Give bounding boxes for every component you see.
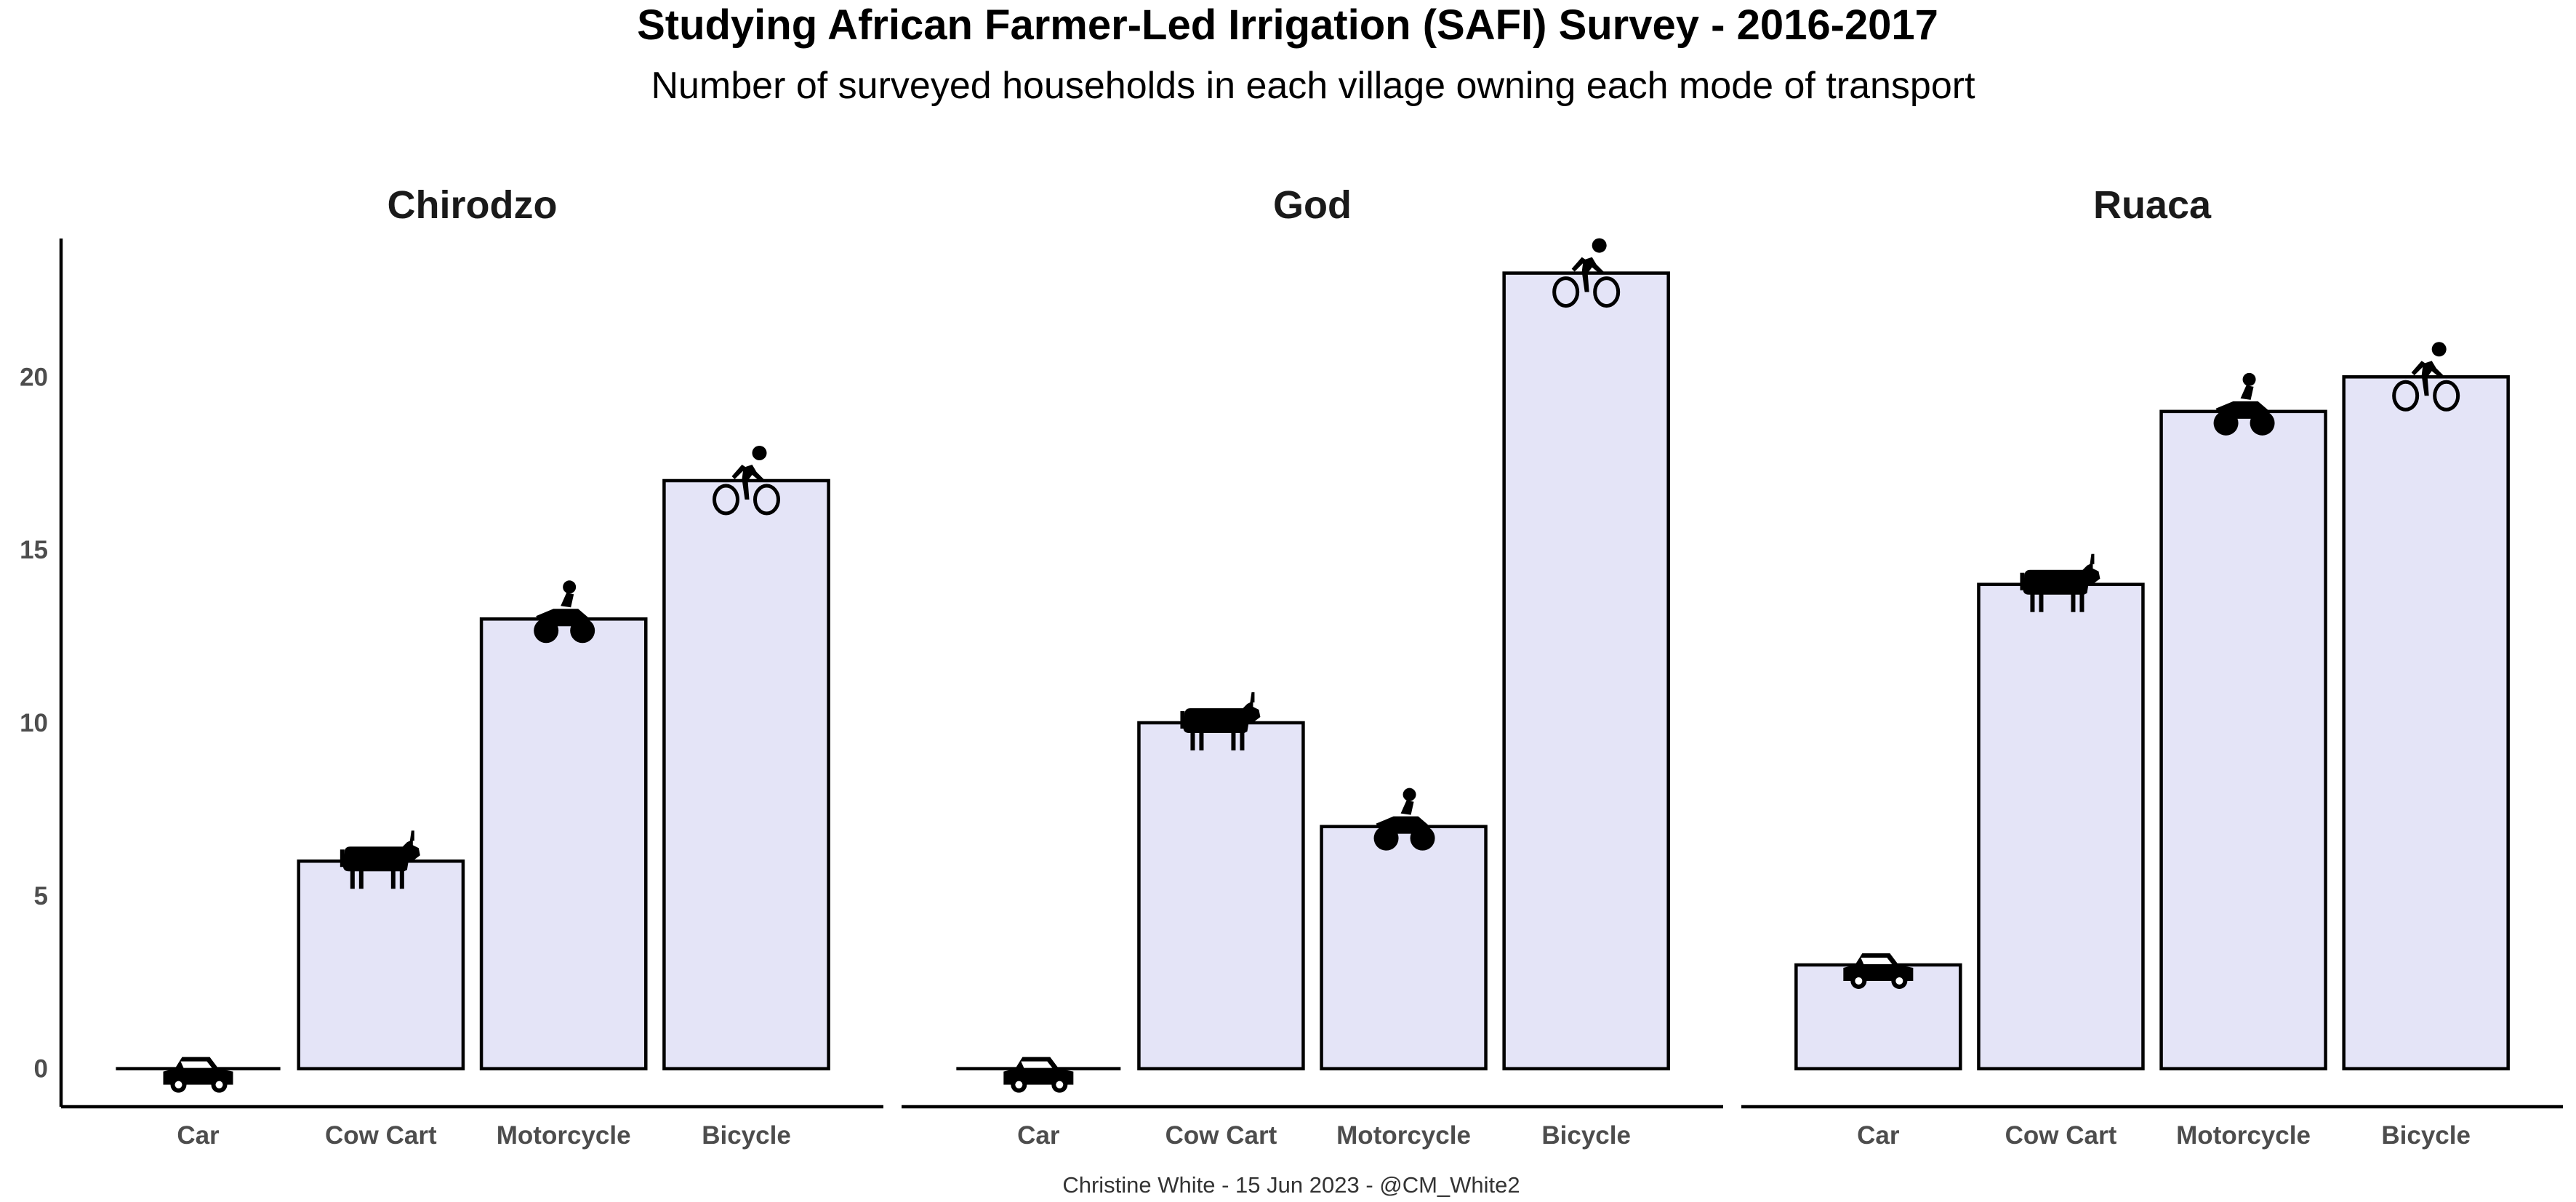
x-tick-label: Motorcycle: [2176, 1121, 2311, 1150]
x-tick-label: Bicycle: [1541, 1121, 1631, 1150]
y-tick-label: 5: [34, 882, 48, 910]
car-icon: [1003, 1057, 1074, 1093]
bar-ruaca-car: [1794, 963, 1962, 1070]
x-tick-label: Motorcycle: [1336, 1121, 1471, 1150]
plot-area: 0 5 10 15 20 Chirodzo Car Cow Cart Motorcycle Bic…: [20, 183, 2563, 1150]
bar-god-cow-cart: [1137, 721, 1305, 1070]
bar-god-motorcycle: [1320, 825, 1488, 1070]
x-tick-label: Motorcycle: [497, 1121, 631, 1150]
cow-icon: [1180, 692, 1261, 750]
x-tick-label: Cow Cart: [1165, 1121, 1277, 1150]
bar-chirodzo-cow-cart: [297, 860, 465, 1070]
bar-ruaca-bicycle: [2342, 375, 2510, 1070]
facet-label-god: God: [1273, 183, 1352, 227]
bicycle-icon: [713, 445, 780, 516]
chart-subtitle: Number of surveyed households in each vi…: [651, 65, 1975, 107]
x-tick-label: Car: [177, 1121, 220, 1150]
y-tick-label: 10: [20, 709, 48, 737]
bar-god-bicycle: [1502, 271, 1670, 1070]
bicycle-icon: [2392, 342, 2460, 412]
x-tick-label: Car: [1017, 1121, 1060, 1150]
x-tick-label: Cow Cart: [325, 1121, 437, 1150]
bar-ruaca-cow-cart: [1977, 582, 2145, 1070]
x-tick-label: Cow Cart: [2005, 1121, 2117, 1150]
cow-icon: [2020, 553, 2100, 612]
facet-label-ruaca: Ruaca: [2093, 183, 2212, 227]
facet-label-chirodzo: Chirodzo: [388, 183, 558, 227]
bar-chirodzo-bicycle: [662, 478, 830, 1070]
x-tick-label: Car: [1857, 1121, 1900, 1150]
bar-ruaca-motorcycle: [2159, 409, 2327, 1070]
chart-title: Studying African Farmer-Led Irrigation (…: [637, 1, 1938, 49]
bicycle-icon: [1552, 238, 1621, 308]
x-tick-label: Bicycle: [2381, 1121, 2471, 1150]
y-tick-label: 15: [20, 536, 48, 564]
motorcycle-icon: [1373, 788, 1435, 851]
x-tick-label: Bicycle: [702, 1121, 791, 1150]
motorcycle-icon: [534, 580, 595, 644]
bar-chirodzo-motorcycle: [479, 617, 648, 1070]
chart-caption: Christine White - 15 Jun 2023 - @CM_Whit…: [1062, 1172, 1520, 1198]
y-tick-label: 20: [20, 363, 48, 391]
cow-icon: [340, 830, 420, 889]
motorcycle-icon: [2213, 372, 2275, 436]
y-tick-label: 0: [34, 1055, 48, 1083]
car-icon: [163, 1057, 233, 1093]
car-icon: [1843, 953, 1914, 989]
